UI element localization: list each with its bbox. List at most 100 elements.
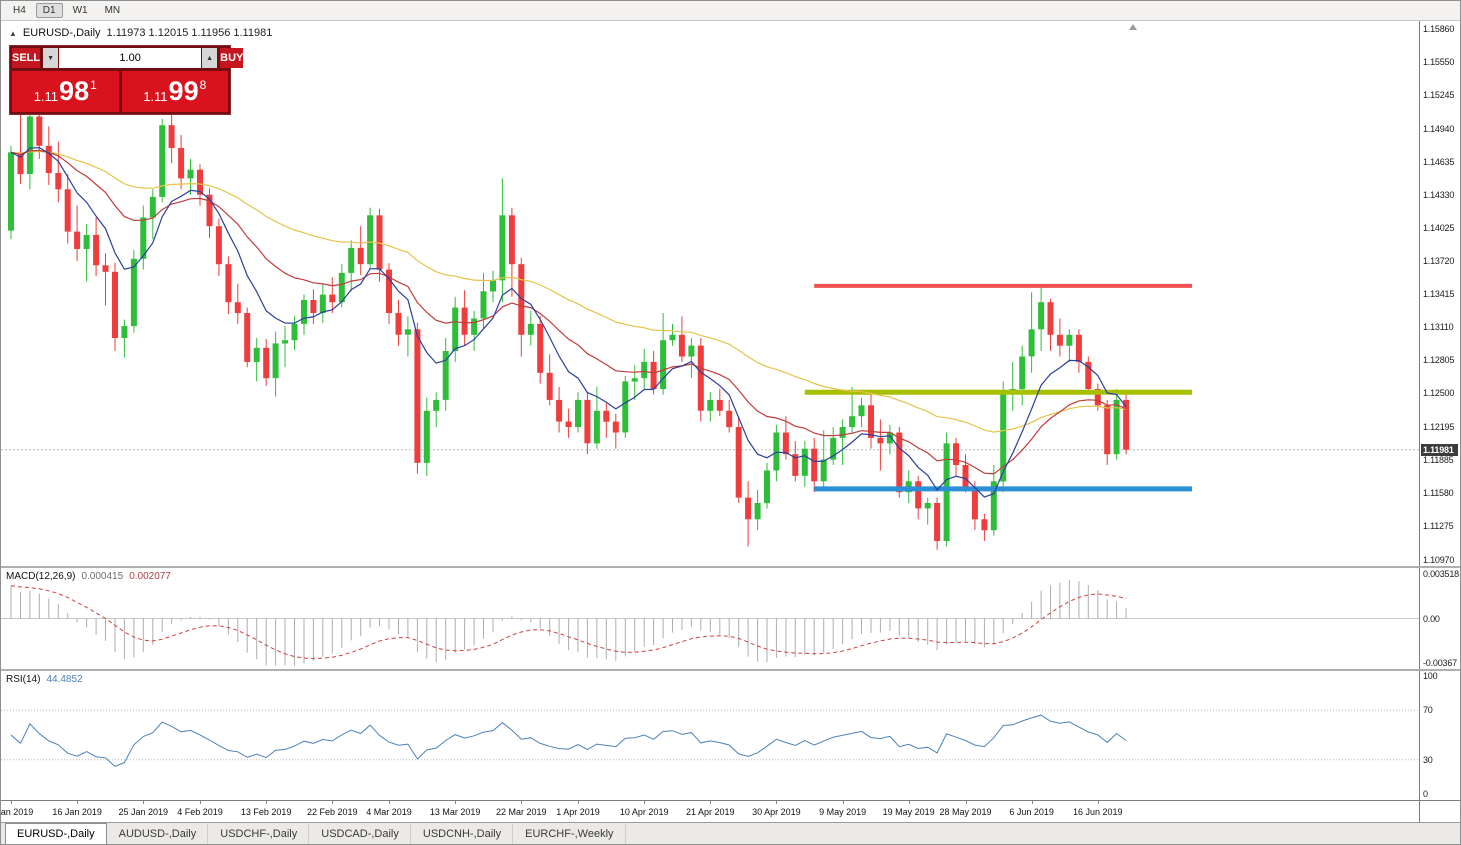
symbol-ohlc-quote: 1.11973 1.12015 1.11956 1.11981 bbox=[106, 27, 273, 39]
medium-ma-line bbox=[10, 149, 1127, 475]
sell-button[interactable]: SELL bbox=[12, 48, 41, 68]
chart-title: ▲ EURUSD-,Daily 1.11973 1.12015 1.11956 … bbox=[9, 27, 272, 39]
time-tick bbox=[266, 801, 268, 804]
chart-tab-eurusd-daily[interactable]: EURUSD-,Daily bbox=[5, 823, 107, 844]
price-tick-label: 1.13110 bbox=[1423, 322, 1454, 333]
time-tick-label: 16 Jun 2019 bbox=[1073, 807, 1123, 817]
time-tick bbox=[578, 801, 579, 804]
macd-tick-label: 0.00 bbox=[1423, 613, 1440, 624]
time-axis[interactable]: 7 Jan 2019 16 Jan 2019 25 Jan 2019 4 Feb 20… bbox=[1, 800, 1460, 822]
main-plot: ▲ EURUSD-,Daily 1.11973 1.12015 1.11956 … bbox=[1, 21, 1419, 566]
macd-label: MACD(12,26,9) 0.000415 0.002077 bbox=[6, 571, 171, 582]
macd-tick-label: 0.003518 bbox=[1423, 569, 1459, 579]
macd-plot: MACD(12,26,9) 0.000415 0.002077 bbox=[1, 568, 1419, 669]
buy-price-display[interactable]: 1.11 99 8 bbox=[121, 71, 228, 112]
time-tick bbox=[200, 801, 201, 804]
main-chart-panel: ▲ EURUSD-,Daily 1.11973 1.12015 1.11956 … bbox=[1, 21, 1460, 566]
price-tick-label: 1.12805 bbox=[1423, 355, 1455, 366]
sell-price-point: 1 bbox=[90, 77, 97, 92]
time-tick-label: 9 May 2019 bbox=[819, 807, 867, 817]
price-tick-label: 1.13720 bbox=[1423, 255, 1455, 266]
rsi-scale[interactable]: 100 70 30 0 bbox=[1419, 671, 1459, 800]
slow-ma-line bbox=[10, 150, 1127, 433]
candlestick-chart[interactable] bbox=[1, 21, 1419, 566]
price-tick-label: 1.12195 bbox=[1423, 421, 1455, 432]
time-tick-label: 22 Feb 2019 bbox=[307, 807, 358, 817]
price-tick-label: 1.15245 bbox=[1423, 90, 1455, 101]
price-tick-label: 1.15860 bbox=[1423, 23, 1455, 34]
time-tick-label: 4 Mar 2019 bbox=[366, 807, 412, 817]
macd-indicator-chart[interactable] bbox=[1, 568, 1419, 669]
price-tick-label: 1.12500 bbox=[1423, 388, 1455, 399]
macd-panel: MACD(12,26,9) 0.000415 0.002077 0.003518… bbox=[1, 568, 1460, 669]
time-tick-label: 25 Jan 2019 bbox=[118, 807, 169, 817]
axis-corner bbox=[1419, 801, 1459, 822]
price-tick-label: 1.13415 bbox=[1423, 289, 1455, 299]
time-tick-label: 10 Apr 2019 bbox=[619, 807, 669, 817]
macd-signal-line bbox=[10, 585, 1127, 660]
time-tick bbox=[332, 801, 334, 804]
panel-splitter[interactable] bbox=[1, 669, 1460, 671]
macd-histogram bbox=[10, 580, 1127, 666]
rsi-indicator-chart[interactable] bbox=[1, 671, 1419, 800]
chart-tab-eurchf-weekly[interactable]: EURCHF-,Weekly bbox=[513, 823, 626, 844]
symbol-title: EURUSD-,Daily bbox=[22, 27, 101, 39]
buy-price-base: 1.11 bbox=[143, 89, 168, 104]
time-tick bbox=[143, 801, 145, 804]
timeframe-button-w1[interactable]: W1 bbox=[66, 3, 95, 18]
chart-shift-marker-icon[interactable] bbox=[1129, 24, 1137, 30]
rsi-plot: RSI(14) 44.4852 bbox=[1, 671, 1419, 800]
price-tick-label: 1.11580 bbox=[1423, 488, 1454, 499]
volume-decrease-button[interactable]: ▼ bbox=[43, 48, 59, 68]
time-tick-label: 13 Mar 2019 bbox=[429, 807, 481, 817]
chart-tab-usdcad-daily[interactable]: USDCAD-,Daily bbox=[309, 823, 411, 844]
sell-price-display[interactable]: 1.11 98 1 bbox=[12, 71, 119, 112]
rsi-value: 44.4852 bbox=[46, 674, 83, 685]
price-tick-label: 1.10970 bbox=[1423, 554, 1455, 565]
time-tick bbox=[908, 801, 910, 804]
macd-main-value: 0.000415 bbox=[81, 571, 124, 582]
chart-tab-usdchf-daily[interactable]: USDCHF-,Daily bbox=[208, 823, 310, 844]
price-tick-label: 1.11885 bbox=[1423, 455, 1454, 466]
timeframe-button-d1[interactable]: D1 bbox=[35, 3, 63, 18]
time-tick-label: 30 Apr 2019 bbox=[752, 807, 801, 817]
time-axis-labels: 7 Jan 2019 16 Jan 2019 25 Jan 2019 4 Feb 20… bbox=[1, 801, 1419, 822]
price-tick-label: 1.14635 bbox=[1423, 156, 1455, 167]
macd-name: MACD(12,26,9) bbox=[6, 571, 76, 582]
price-tick-label: 1.14330 bbox=[1423, 189, 1455, 200]
macd-tick-label: -0.00367 bbox=[1423, 658, 1457, 668]
price-scale[interactable]: 1.11981 1.15860 1.15550 1.15245 1.14940 1.14… bbox=[1419, 21, 1459, 566]
buy-price-point: 8 bbox=[199, 77, 207, 92]
time-tick bbox=[389, 801, 390, 804]
volume-stepper: ▼ ▲ bbox=[43, 48, 218, 68]
rsi-tick-label: 0 bbox=[1423, 789, 1428, 799]
price-tick-label: 1.15550 bbox=[1423, 57, 1455, 68]
timeframe-button-h4[interactable]: H4 bbox=[6, 3, 33, 18]
chart-tab-audusd-daily[interactable]: AUDUSD-,Daily bbox=[107, 823, 209, 844]
time-tick-label: 16 Jan 2019 bbox=[52, 807, 102, 817]
chart-tab-usdcnh-daily[interactable]: USDCNH-,Daily bbox=[411, 823, 514, 844]
chart-tab-bar: EURUSD-,Daily AUDUSD-,Daily USDCHF-,Daily U… bbox=[1, 822, 1460, 844]
price-tick-label: 1.14940 bbox=[1423, 123, 1455, 134]
time-tick-label: 21 Apr 2019 bbox=[686, 807, 735, 817]
panel-splitter[interactable] bbox=[1, 566, 1460, 568]
time-tick bbox=[455, 801, 457, 804]
time-tick-label: 7 Jan 2019 bbox=[0, 807, 34, 817]
rsi-name: RSI(14) bbox=[6, 674, 41, 685]
volume-increase-button[interactable]: ▲ bbox=[202, 48, 218, 68]
timeframe-button-mn[interactable]: MN bbox=[98, 3, 128, 18]
candles bbox=[8, 89, 1130, 550]
rsi-tick-label: 30 bbox=[1423, 754, 1433, 765]
time-tick bbox=[776, 801, 778, 804]
price-tick-label: 1.14025 bbox=[1423, 222, 1455, 233]
macd-scale[interactable]: 0.003518 0.00 -0.00367 bbox=[1419, 568, 1459, 669]
buy-price-pips: 99 bbox=[168, 76, 199, 106]
symbol-icon: ▲ bbox=[9, 28, 17, 38]
volume-input[interactable] bbox=[59, 48, 202, 68]
current-price-badge: 1.11981 bbox=[1421, 443, 1458, 456]
time-tick bbox=[965, 801, 967, 804]
buy-button[interactable]: BUY bbox=[220, 48, 244, 68]
chart-area: ▲ EURUSD-,Daily 1.11973 1.12015 1.11956 … bbox=[1, 21, 1460, 822]
time-tick-label: 1 Apr 2019 bbox=[556, 807, 600, 817]
rsi-panel: RSI(14) 44.4852 100 70 30 0 bbox=[1, 671, 1460, 800]
